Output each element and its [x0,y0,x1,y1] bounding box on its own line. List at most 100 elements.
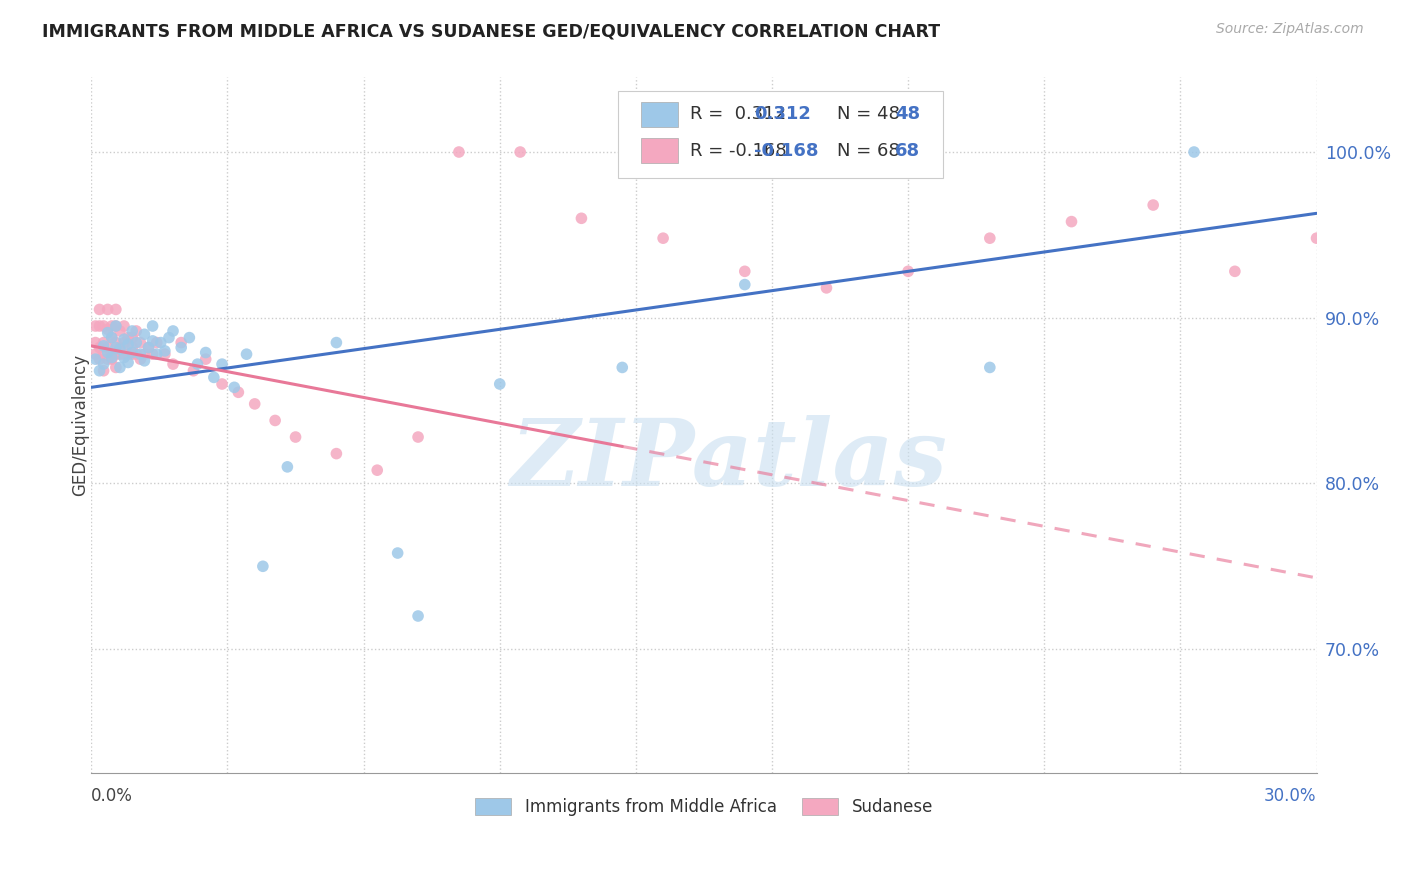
Point [129,335,152,350]
FancyBboxPatch shape [641,138,678,163]
Point [89,352,111,367]
Point [387,546,409,560]
Point [84,318,107,333]
Point [97,322,120,336]
Point [202,370,225,384]
Point [108,347,131,361]
Legend: Immigrants from Middle Africa, Sudanese: Immigrants from Middle Africa, Sudanese [467,789,942,824]
Point [183,364,205,378]
Text: ZIPatlas: ZIPatlas [510,416,948,505]
Point [93,318,115,333]
Point [108,324,131,338]
Point [252,559,274,574]
Point [100,330,122,344]
Point [612,360,634,375]
Point [134,327,156,342]
Point [406,430,429,444]
Point [1305,231,1327,245]
Point [228,385,250,400]
Point [89,318,111,333]
Text: N = 48: N = 48 [838,105,900,123]
Point [979,360,1001,375]
Point [979,231,1001,245]
Point [104,341,127,355]
Point [125,335,148,350]
Point [366,463,388,477]
Point [1142,198,1164,212]
Point [149,335,172,350]
Point [121,347,143,361]
Point [117,347,139,361]
Y-axis label: GED/Equivalency: GED/Equivalency [72,354,89,497]
Point [104,360,127,375]
Point [104,347,127,361]
Point [224,380,246,394]
Point [117,355,139,369]
Point [186,357,208,371]
Point [121,324,143,338]
Point [170,335,193,350]
Point [97,326,120,340]
Point [1182,145,1205,159]
Point [112,351,135,365]
Point [276,459,298,474]
Point [194,352,217,367]
Point [157,330,180,344]
Text: 0.312: 0.312 [754,105,811,123]
Point [325,335,347,350]
Text: 68: 68 [896,142,920,160]
Point [134,347,156,361]
Point [142,347,165,361]
Text: IMMIGRANTS FROM MIDDLE AFRICA VS SUDANESE GED/EQUIVALENCY CORRELATION CHART: IMMIGRANTS FROM MIDDLE AFRICA VS SUDANES… [42,22,941,40]
Point [170,341,193,355]
Point [112,347,135,361]
Point [153,347,176,361]
Point [89,341,111,355]
Point [211,357,233,371]
Text: 30.0%: 30.0% [1264,787,1316,805]
Point [93,357,115,371]
Point [121,341,143,355]
Point [121,330,143,344]
Point [93,364,115,378]
Point [104,318,127,333]
Point [142,334,165,348]
Point [734,277,756,292]
Point [509,145,531,159]
Point [897,264,920,278]
Text: R =  0.312: R = 0.312 [690,105,786,123]
Point [162,357,184,371]
Point [138,341,160,355]
Point [243,397,266,411]
Point [100,347,122,361]
Text: -0.168: -0.168 [754,142,818,160]
Point [100,318,122,333]
Point [84,352,107,367]
Point [652,231,675,245]
Point [235,347,257,361]
Point [325,447,347,461]
FancyBboxPatch shape [641,102,678,127]
Point [129,347,152,361]
Point [571,211,593,226]
Point [93,335,115,350]
Text: 48: 48 [896,105,920,123]
Point [142,318,165,333]
Point [138,341,160,355]
Point [104,302,127,317]
Point [97,341,120,355]
Point [117,330,139,344]
Point [100,351,122,365]
Point [97,352,120,367]
Text: Source: ZipAtlas.com: Source: ZipAtlas.com [1216,22,1364,37]
Point [84,347,107,361]
Text: 0.0%: 0.0% [91,787,134,805]
Point [100,330,122,344]
Point [406,609,429,624]
Point [112,318,135,333]
Point [129,352,152,367]
Point [194,345,217,359]
Point [145,335,167,350]
Point [162,324,184,338]
Point [1223,264,1246,278]
